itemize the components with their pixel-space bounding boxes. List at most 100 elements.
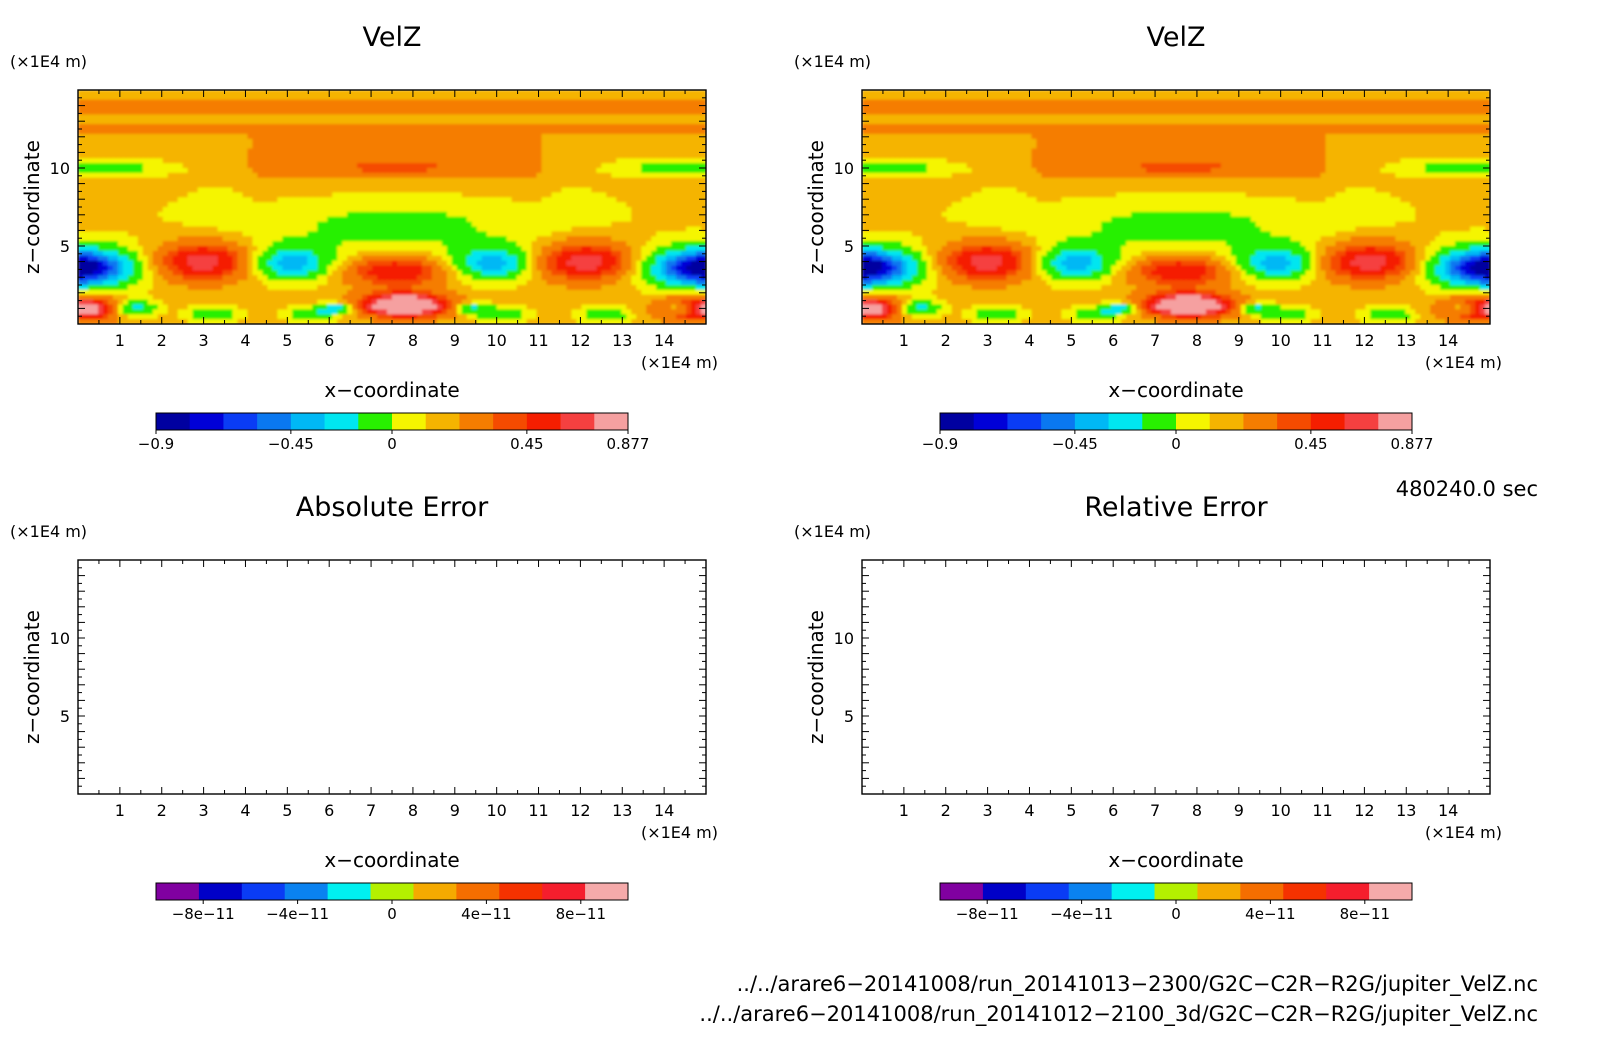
contour-cell (132, 275, 139, 281)
contour-cell (292, 138, 298, 145)
contour-cell (337, 153, 343, 159)
contour-cell (317, 187, 323, 193)
contour-cell (132, 207, 139, 213)
contour-cell (92, 260, 99, 267)
contour-cell (536, 226, 543, 232)
contour-cell (392, 221, 398, 228)
contour-cell (337, 255, 343, 262)
contour-cell (571, 109, 578, 115)
contour-cell (117, 192, 124, 198)
contour-cell (287, 143, 293, 150)
contour-cell (531, 250, 538, 257)
contour-cell (97, 236, 104, 242)
contour-cell (277, 133, 283, 140)
contour-cell (192, 163, 199, 169)
contour-cell (421, 129, 428, 135)
contour-cell (152, 177, 159, 184)
contour-cell (127, 260, 134, 267)
contour-cell (107, 221, 114, 228)
contour-cell (122, 177, 129, 184)
contour-cell (446, 231, 453, 237)
contour-cell (372, 109, 378, 115)
contour-cell (337, 226, 343, 232)
contour-cell (222, 177, 229, 184)
contour-cell (297, 221, 303, 228)
contour-cell (187, 255, 194, 262)
contour-cell (646, 124, 652, 130)
contour-cell (112, 114, 119, 120)
contour-cell (461, 143, 468, 150)
contour-cell (122, 202, 129, 208)
contour-cell (441, 187, 448, 193)
contour-cell (401, 138, 408, 145)
contour-cell (451, 158, 458, 164)
contour-cell (137, 158, 144, 164)
contour-cell (456, 221, 463, 228)
contour-cell (586, 114, 592, 120)
contour-cell (541, 90, 548, 96)
contour-cell (262, 172, 268, 179)
contour-cell (337, 163, 343, 169)
contour-cell (411, 250, 418, 257)
contour-cell (571, 192, 578, 198)
contour-cell (142, 207, 149, 213)
contour-cell (621, 246, 627, 252)
contour-cell (237, 90, 244, 96)
contour-cell (596, 90, 602, 96)
contour-cell (481, 236, 488, 242)
contour-cell (247, 119, 254, 125)
contour-cell (342, 216, 348, 223)
contour-cell (656, 236, 662, 242)
contour-cell (232, 231, 239, 237)
contour-cell (596, 163, 602, 169)
contour-cell (446, 153, 453, 159)
contour-cell (621, 202, 627, 208)
contour-cell (327, 138, 333, 145)
contour-cell (377, 119, 383, 125)
contour-cell (342, 250, 348, 257)
contour-cell (152, 246, 159, 252)
contour-cell (481, 221, 488, 228)
contour-cell (516, 265, 523, 271)
contour-cell (436, 187, 443, 193)
contour-cell (242, 129, 249, 135)
contour-cell (352, 197, 358, 203)
contour-cell (247, 275, 254, 281)
contour-cell (441, 255, 448, 262)
contour-cell (78, 177, 84, 184)
contour-cell (282, 104, 288, 111)
contour-cell (681, 177, 687, 184)
contour-cell (551, 90, 558, 96)
contour-cell (536, 158, 543, 164)
contour-cell (461, 163, 468, 169)
contour-cell (686, 109, 692, 115)
contour-cell (142, 129, 149, 135)
contour-cell (392, 163, 398, 169)
contour-cell (551, 241, 558, 247)
contour-cell (511, 250, 518, 257)
contour-cell (596, 241, 602, 247)
contour-cell (87, 236, 94, 242)
contour-cell (526, 270, 533, 276)
contour-cell (601, 138, 607, 145)
contour-cell (292, 260, 298, 267)
contour-cell (272, 280, 278, 286)
contour-cell (292, 216, 298, 223)
contour-cell (317, 148, 323, 154)
contour-cell (237, 168, 244, 174)
contour-cell (411, 133, 418, 140)
contour-cell (247, 270, 254, 276)
contour-cell (347, 182, 353, 189)
contour-cell (611, 129, 617, 135)
contour-cell (576, 109, 582, 115)
contour-cell (302, 94, 308, 101)
contour-cell (282, 168, 288, 174)
contour-cell (531, 197, 538, 203)
contour-cell (172, 124, 179, 130)
contour-cell (586, 133, 592, 140)
contour-cell (576, 148, 582, 154)
contour-cell (566, 226, 573, 232)
contour-cell (292, 177, 298, 184)
contour-cell (237, 211, 244, 218)
contour-cell (117, 250, 124, 257)
